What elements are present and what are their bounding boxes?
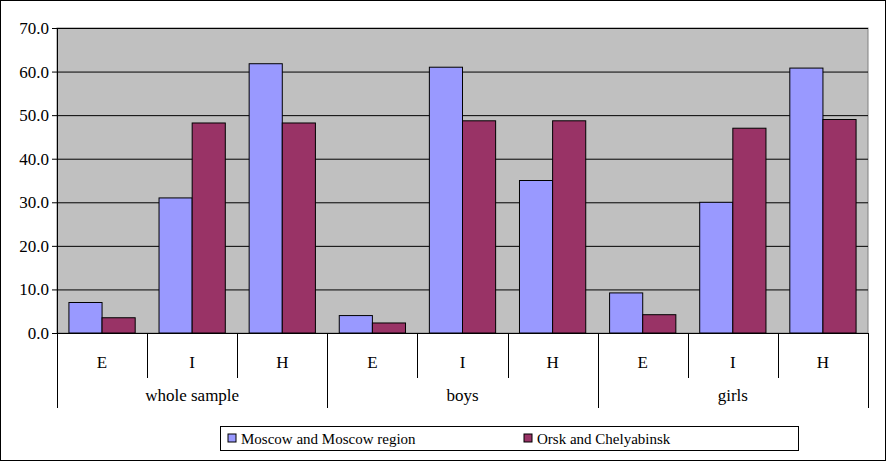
y-tick-mark	[52, 159, 57, 160]
bar	[339, 316, 372, 333]
x-tick-label: I	[189, 353, 195, 372]
x-tick-label: E	[367, 353, 377, 372]
x-tick: I	[730, 353, 736, 372]
category-separator	[147, 333, 148, 378]
y-tick: 60.0	[19, 63, 57, 82]
x-tick-label: E	[97, 353, 107, 372]
plot-background	[57, 28, 868, 333]
y-tick-mark	[52, 246, 57, 247]
y-tick-label: 40.0	[19, 150, 49, 169]
bar	[643, 315, 676, 333]
category-separator	[417, 333, 418, 378]
grid	[57, 29, 868, 334]
bar	[610, 293, 643, 333]
legend-box	[221, 427, 799, 451]
x-tick: H	[276, 353, 288, 372]
y-tick-label: 20.0	[19, 237, 49, 256]
y-tick-label: 30.0	[19, 193, 49, 212]
x-tick: H	[817, 353, 829, 372]
x-axis-line	[58, 333, 869, 334]
x-tick-label: I	[460, 353, 466, 372]
y-tick-label: 10.0	[19, 280, 49, 299]
bar-series	[102, 120, 856, 334]
legend-label: Orsk and Chelyabinsk	[537, 431, 671, 447]
category-separator	[688, 333, 689, 378]
x-tick: I	[460, 353, 466, 372]
group-label: boys	[446, 386, 478, 405]
y-tick-mark	[52, 115, 57, 116]
x-tick: I	[189, 353, 195, 372]
x-tick-label: H	[546, 353, 558, 372]
x-tick: E	[367, 353, 377, 372]
x-tick-label: I	[730, 353, 736, 372]
bars	[69, 64, 856, 333]
legend-label: Moscow and Moscow region	[241, 431, 416, 447]
bar	[372, 323, 405, 333]
y-axis: 0.0 10.0 20.0 30.0 40.0 50.0 60.0 70.0	[19, 19, 57, 343]
category-separator	[508, 333, 509, 378]
y-tick-label: 50.0	[19, 106, 49, 125]
bar	[463, 121, 496, 333]
legend: Moscow and Moscow region Orsk and Chelyab…	[221, 427, 799, 451]
bar-series	[69, 64, 823, 333]
x-tick-label: E	[638, 353, 648, 372]
y-tick-mark	[52, 72, 57, 73]
group-label: whole sample	[145, 386, 239, 405]
bar	[519, 181, 552, 334]
y-tick-label: 70.0	[19, 19, 49, 38]
y-axis-line	[57, 29, 58, 334]
y-tick-mark	[52, 202, 57, 203]
group-separator	[57, 333, 58, 408]
y-tick-label: 60.0	[19, 63, 49, 82]
y-tick: 30.0	[19, 193, 57, 212]
y-tick: 70.0	[19, 19, 57, 38]
category-separator	[778, 333, 779, 378]
y-tick: 50.0	[19, 106, 57, 125]
bar	[823, 120, 856, 334]
group-label: girls	[718, 386, 748, 405]
x-axis: EIHEIHEIH	[58, 334, 869, 373]
bar	[790, 68, 823, 333]
bar	[192, 123, 225, 333]
bar	[102, 318, 135, 333]
bar	[249, 64, 282, 333]
bar	[69, 303, 102, 334]
group-separator	[327, 333, 328, 408]
group-separator	[868, 333, 869, 408]
bar	[282, 123, 315, 333]
x-tick-label: H	[817, 353, 829, 372]
y-tick: 0.0	[28, 324, 57, 343]
y-tick-label: 0.0	[28, 324, 49, 343]
x-tick: H	[546, 353, 558, 372]
x-tick: E	[97, 353, 107, 372]
legend-swatch	[228, 434, 236, 442]
bar	[700, 202, 733, 333]
x-tick-label: H	[276, 353, 288, 372]
bar	[733, 128, 766, 333]
chart-frame	[1, 1, 886, 461]
grid-line	[57, 333, 868, 334]
y-tick: 10.0	[19, 280, 57, 299]
x-tick: E	[638, 353, 648, 372]
chart: 0.0 10.0 20.0 30.0 40.0 50.0 60.0 70.0 E I H E I H E I H…	[0, 0, 886, 461]
grid-line	[57, 28, 868, 29]
bar	[429, 67, 462, 333]
y-tick: 20.0	[19, 237, 57, 256]
group-labels: whole sample boys girls	[145, 386, 748, 405]
y-tick-mark	[52, 289, 57, 290]
y-tick-mark	[52, 333, 57, 334]
bar	[159, 198, 192, 333]
y-tick: 40.0	[19, 150, 57, 169]
y-tick-mark	[52, 28, 57, 29]
bar	[553, 121, 586, 333]
legend-swatch	[524, 434, 532, 442]
category-separators	[58, 333, 869, 408]
category-separator	[237, 333, 238, 378]
group-separator	[598, 333, 599, 408]
